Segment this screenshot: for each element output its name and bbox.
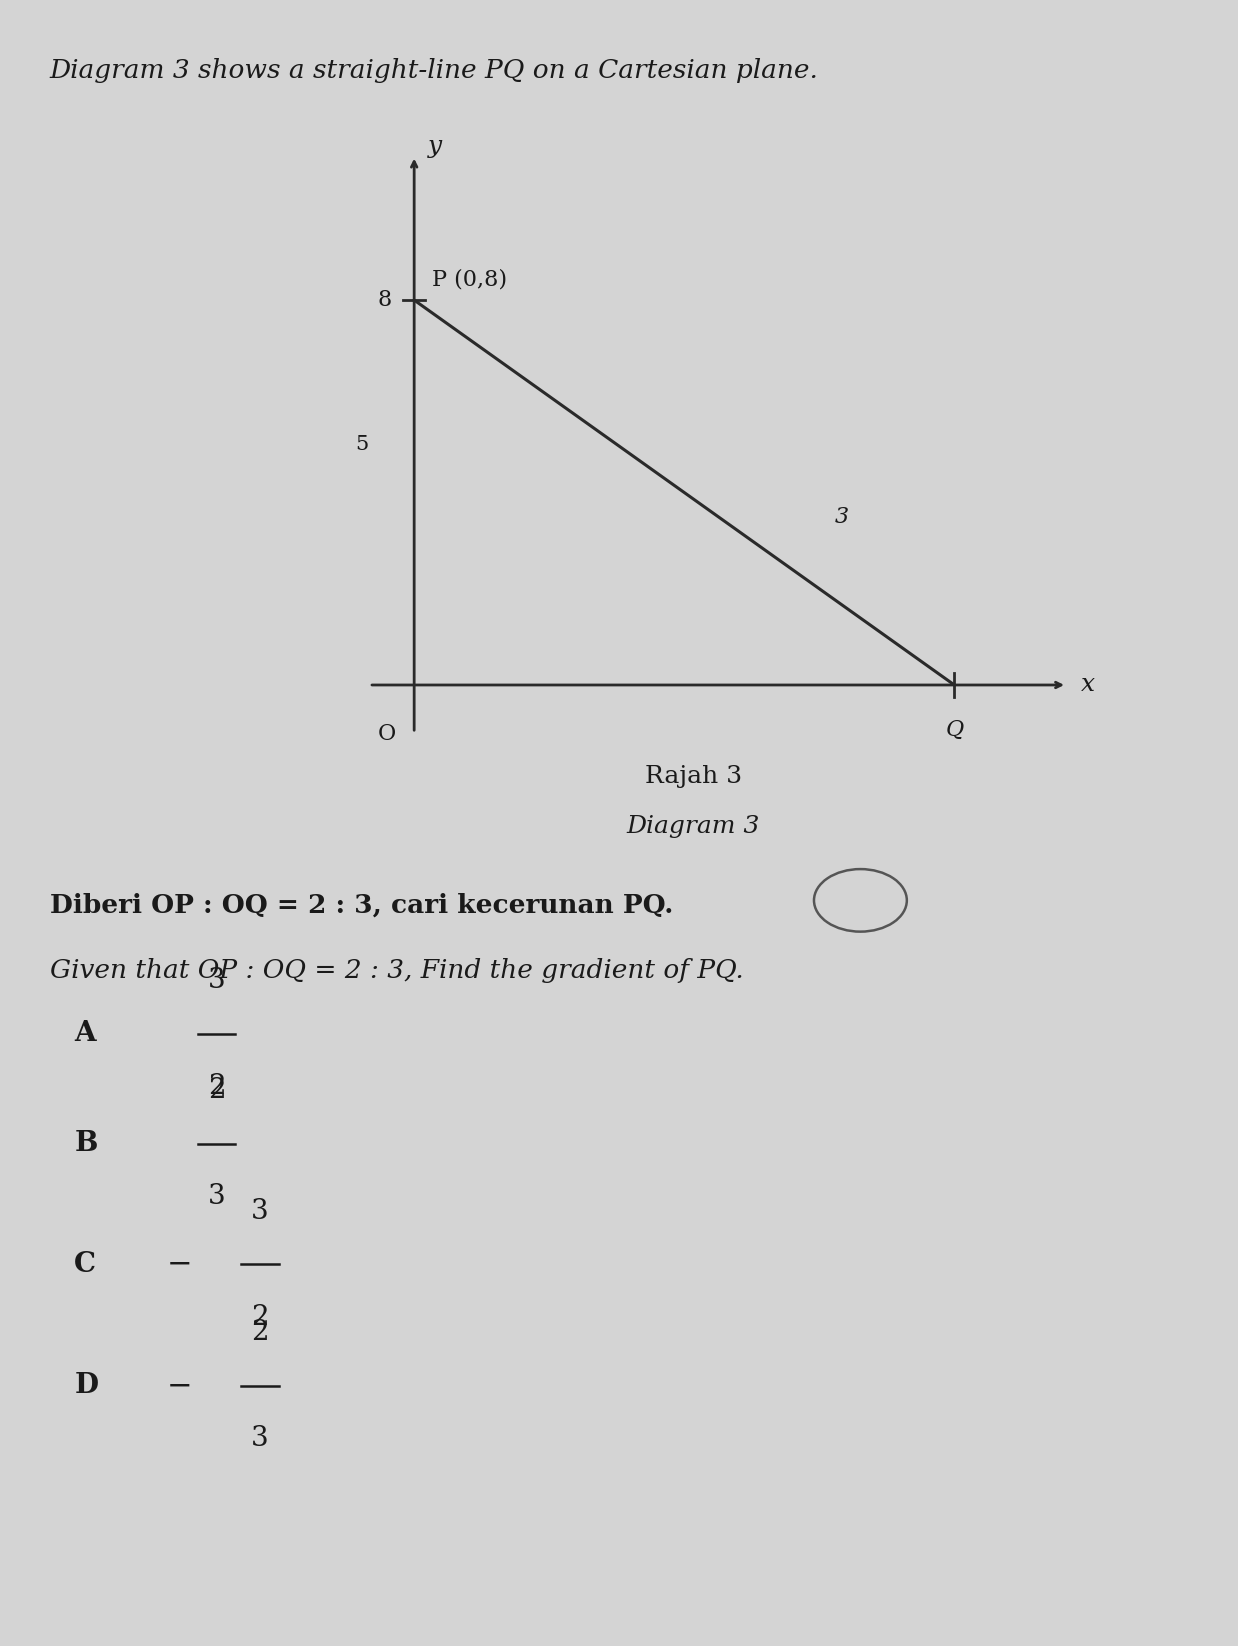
Text: 3: 3 (251, 1425, 269, 1452)
Text: Q: Q (946, 719, 963, 741)
Text: 3: 3 (834, 505, 849, 528)
Text: D: D (74, 1373, 98, 1399)
Text: Rajah 3: Rajah 3 (645, 765, 742, 788)
Text: O: O (378, 724, 396, 746)
Text: Given that OP : OQ = 2 : 3, Find the gradient of PQ.: Given that OP : OQ = 2 : 3, Find the gra… (50, 958, 743, 983)
Text: A: A (74, 1021, 95, 1047)
Text: 5: 5 (355, 435, 369, 454)
Text: 8: 8 (378, 290, 391, 311)
Text: 2: 2 (251, 1320, 269, 1346)
Text: 3: 3 (208, 1183, 225, 1210)
Text: Diagram 3: Diagram 3 (626, 815, 760, 838)
Text: 3: 3 (251, 1198, 269, 1225)
Text: 2: 2 (208, 1073, 225, 1100)
Text: −: − (167, 1371, 193, 1401)
Text: 2: 2 (208, 1078, 225, 1104)
Text: −: − (167, 1249, 193, 1279)
Text: P (0,8): P (0,8) (432, 268, 508, 290)
Text: C: C (74, 1251, 97, 1277)
Text: Diagram 3 shows a straight-line PQ on a Cartesian plane.: Diagram 3 shows a straight-line PQ on a … (50, 58, 818, 82)
Text: B: B (74, 1131, 98, 1157)
Text: Diberi OP : OQ = 2 : 3, cari kecerunan PQ.: Diberi OP : OQ = 2 : 3, cari kecerunan P… (50, 892, 673, 917)
Text: 2: 2 (251, 1304, 269, 1330)
Text: x: x (1081, 673, 1094, 696)
Text: 3: 3 (208, 968, 225, 994)
Text: y: y (427, 135, 442, 158)
